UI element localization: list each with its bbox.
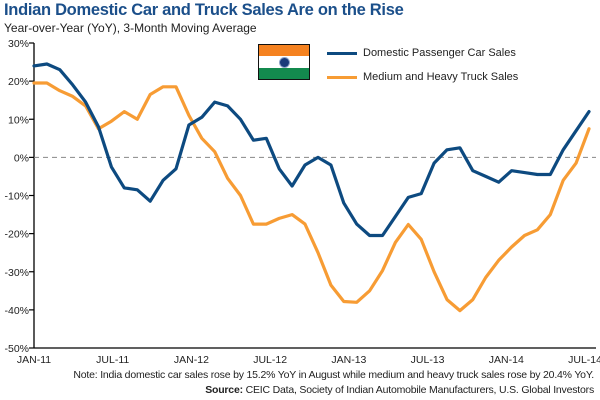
x-tick-label: JUL-13 <box>411 354 445 366</box>
y-tick-label: -30% <box>4 267 29 279</box>
y-tick-label: 30% <box>8 38 29 50</box>
chart-subtitle: Year-over-Year (YoY), 3-Month Moving Ave… <box>4 21 257 35</box>
x-tick-label: JAN-12 <box>174 354 209 366</box>
series-lines <box>32 62 591 313</box>
legend-swatch-car <box>327 51 357 55</box>
ashoka-chakra-icon <box>280 58 289 67</box>
y-tick-label: -10% <box>4 191 29 203</box>
legend-label-car: Domestic Passenger Car Sales <box>363 47 516 59</box>
legend-swatch-truck <box>327 75 357 79</box>
footnote: Note: India domestic car sales rose by 1… <box>73 369 594 381</box>
legend-item-truck: Medium and Heavy Truck Sales <box>327 71 518 83</box>
y-tick-label: 0% <box>14 152 29 164</box>
source-label: Source: <box>205 384 243 396</box>
flag-saffron-band <box>259 45 309 57</box>
source-text: CEIC Data, Society of Indian Automobile … <box>242 384 595 396</box>
x-tick-label: JAN-14 <box>489 354 524 366</box>
y-tick-label: -20% <box>4 229 29 241</box>
series-line-car-sales <box>32 62 591 238</box>
x-tick-label: JUL-12 <box>253 354 287 366</box>
x-tick-label: JUL-11 <box>96 354 129 366</box>
y-tick-label: -50% <box>4 343 29 355</box>
axes: 30% 20% 10% 0% -10% -20% -30% -40% -50%JAN-11 JUL… <box>4 38 600 366</box>
x-tick-label: JAN-11 <box>17 354 51 366</box>
y-tick-label: -40% <box>4 305 29 317</box>
flag-green-band <box>259 67 309 79</box>
india-flag-icon <box>258 44 310 80</box>
legend-item-car: Domestic Passenger Car Sales <box>327 47 516 59</box>
y-tick-label: 10% <box>8 114 29 126</box>
source-line: Source: CEIC Data, Society of Indian Aut… <box>205 384 594 396</box>
x-tick-label: JAN-13 <box>331 354 366 366</box>
legend-label-truck: Medium and Heavy Truck Sales <box>363 71 519 83</box>
chart-title: Indian Domestic Car and Truck Sales Are … <box>4 1 404 19</box>
series-line-truck-sales <box>32 81 591 313</box>
y-tick-label: 20% <box>8 76 29 88</box>
x-tick-label: JUL-14 <box>568 354 600 366</box>
